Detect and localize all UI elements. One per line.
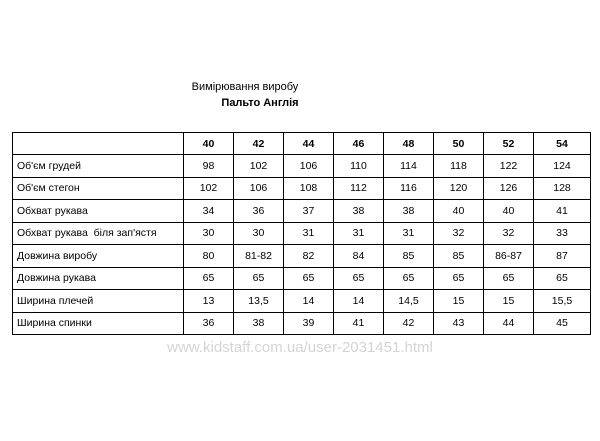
table-cell: 31 xyxy=(283,221,334,245)
table-cell: 122 xyxy=(483,154,534,178)
table-cell: 38 xyxy=(233,311,284,335)
table-cell: 14 xyxy=(333,289,384,313)
table-cell: 36 xyxy=(233,199,284,223)
table-cell: 14 xyxy=(283,289,334,313)
size-header: 54 xyxy=(533,132,591,155)
row-label: Обхват рукава xyxy=(12,199,184,223)
size-header: 50 xyxy=(433,132,484,155)
table-row: Довжина рукава 65 65 65 65 65 65 65 65 xyxy=(12,266,591,290)
table-row: Обхват рукава 34 36 37 38 38 40 40 41 xyxy=(12,199,591,223)
table-cell: 110 xyxy=(333,154,384,178)
table-cell: 84 xyxy=(333,244,384,268)
table-cell: 118 xyxy=(433,154,484,178)
table-cell: 86-87 xyxy=(483,244,534,268)
table-cell: 13 xyxy=(183,289,234,313)
size-table: 40 42 44 46 48 50 52 54 Об'єм грудей 98 102 106 110 1… xyxy=(12,132,591,335)
table-cell: 42 xyxy=(383,311,434,335)
watermark: www.kidstaff.com.ua/user-2031451.html xyxy=(167,339,433,356)
table-cell: 65 xyxy=(433,266,484,290)
table-body: 40 42 44 46 48 50 52 54 Об'єм грудей 98 102 106 110 1… xyxy=(12,132,591,335)
table-row: Об'єм стегон 102 106 108 112 116 120 126 128 xyxy=(12,176,591,200)
table-cell: 102 xyxy=(183,176,234,200)
table-cell: 116 xyxy=(383,176,434,200)
table-cell: 65 xyxy=(483,266,534,290)
row-label: Довжина рукава xyxy=(12,266,184,290)
table-cell: 41 xyxy=(533,199,591,223)
table-cell: 30 xyxy=(233,221,284,245)
table-cell: 30 xyxy=(183,221,234,245)
table-cell: 44 xyxy=(483,311,534,335)
row-label: Ширина спинки xyxy=(12,311,184,335)
row-label: Обхват рукава біля зап'ястя xyxy=(12,221,184,245)
table-cell: 15 xyxy=(483,289,534,313)
table-row: Об'єм грудей 98 102 106 110 114 118 122 124 xyxy=(12,154,591,178)
table-cell: 85 xyxy=(383,244,434,268)
corner-cell xyxy=(12,132,184,155)
row-label: Ширина плечей xyxy=(12,289,184,313)
table-cell: 32 xyxy=(433,221,484,245)
table-cell: 13,5 xyxy=(233,289,284,313)
table-cell: 82 xyxy=(283,244,334,268)
table-cell: 108 xyxy=(283,176,334,200)
size-header: 48 xyxy=(383,132,434,155)
table-cell: 124 xyxy=(533,154,591,178)
title: Вимірювання виробу xyxy=(191,81,299,93)
table-cell: 65 xyxy=(183,266,234,290)
subtitle: Пальто Англія xyxy=(221,97,299,109)
size-header: 46 xyxy=(333,132,384,155)
table-cell: 39 xyxy=(283,311,334,335)
table-cell: 87 xyxy=(533,244,591,268)
table-cell: 32 xyxy=(483,221,534,245)
table-cell: 114 xyxy=(383,154,434,178)
table-row: Ширина спинки 36 38 39 41 42 43 44 45 xyxy=(12,311,591,335)
row-label: Об'єм стегон xyxy=(12,176,184,200)
table-cell: 38 xyxy=(383,199,434,223)
table-cell: 65 xyxy=(233,266,284,290)
table-cell: 40 xyxy=(433,199,484,223)
table-cell: 106 xyxy=(283,154,334,178)
table-cell: 65 xyxy=(333,266,384,290)
table-row: Довжина виробу 80 81-82 82 84 85 85 86-87 87 xyxy=(12,244,591,268)
table-cell: 65 xyxy=(533,266,591,290)
table-cell: 80 xyxy=(183,244,234,268)
table-cell: 34 xyxy=(183,199,234,223)
table-cell: 65 xyxy=(283,266,334,290)
row-label: Об'єм грудей xyxy=(12,154,184,178)
table-cell: 120 xyxy=(433,176,484,200)
table-cell: 15 xyxy=(433,289,484,313)
table-cell: 45 xyxy=(533,311,591,335)
table-row: Ширина плечей 13 13,5 14 14 14,5 15 15 15,5 xyxy=(12,289,591,313)
table-cell: 37 xyxy=(283,199,334,223)
table-row: Обхват рукава біля зап'ястя 30 30 31 31 31 32 3… xyxy=(12,221,591,245)
size-header: 42 xyxy=(233,132,284,155)
table-cell: 14,5 xyxy=(383,289,434,313)
table-cell: 65 xyxy=(383,266,434,290)
table-cell: 106 xyxy=(233,176,284,200)
table-cell: 126 xyxy=(483,176,534,200)
table-cell: 33 xyxy=(533,221,591,245)
table-cell: 112 xyxy=(333,176,384,200)
table-cell: 15,5 xyxy=(533,289,591,313)
table-cell: 31 xyxy=(333,221,384,245)
table-cell: 102 xyxy=(233,154,284,178)
table-cell: 43 xyxy=(433,311,484,335)
table-cell: 85 xyxy=(433,244,484,268)
table-cell: 31 xyxy=(383,221,434,245)
table-cell: 38 xyxy=(333,199,384,223)
size-header: 44 xyxy=(283,132,334,155)
row-label: Довжина виробу xyxy=(12,244,184,268)
table-cell: 41 xyxy=(333,311,384,335)
table-cell: 81-82 xyxy=(233,244,284,268)
table-cell: 40 xyxy=(483,199,534,223)
table-cell: 128 xyxy=(533,176,591,200)
header-row: 40 42 44 46 48 50 52 54 xyxy=(12,132,591,155)
size-header: 40 xyxy=(183,132,234,155)
table-cell: 98 xyxy=(183,154,234,178)
size-header: 52 xyxy=(483,132,534,155)
table-cell: 36 xyxy=(183,311,234,335)
